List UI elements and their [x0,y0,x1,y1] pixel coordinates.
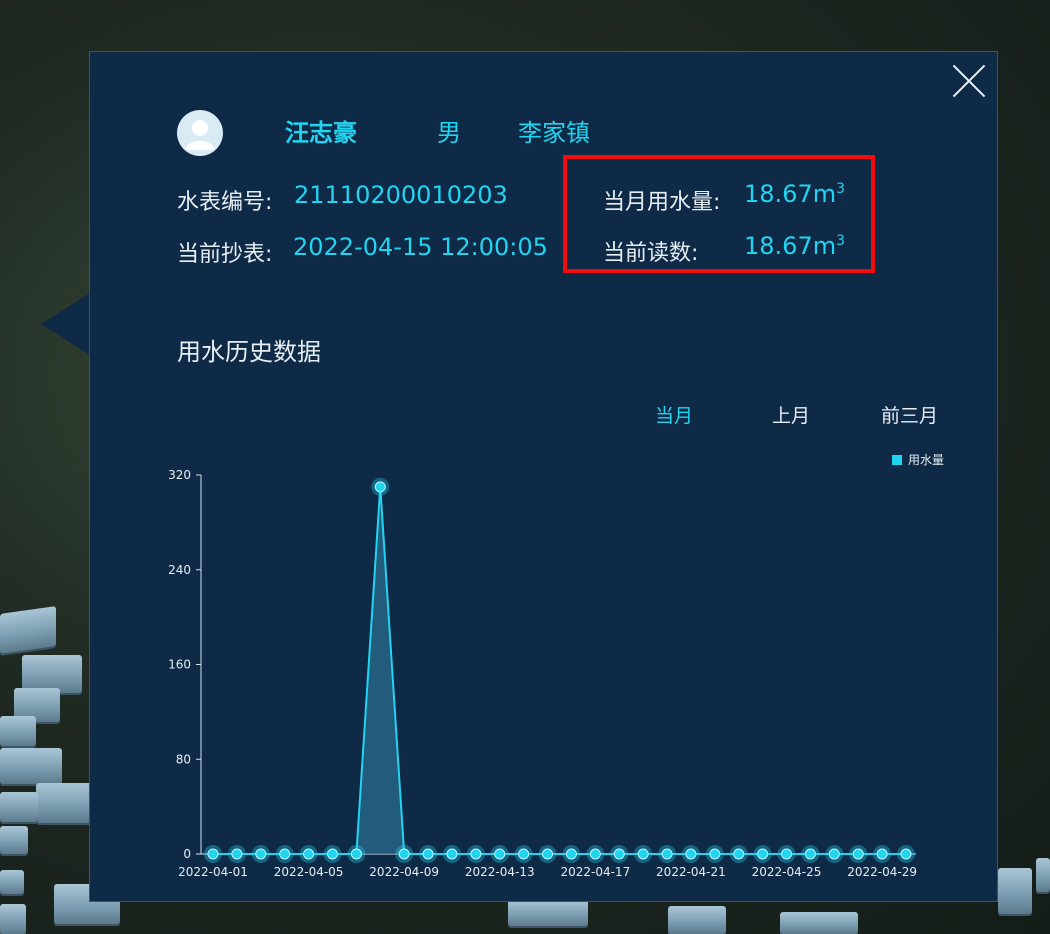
meter-id-label: 水表编号: [177,190,273,215]
building-block [668,906,726,934]
building-block [0,904,26,934]
building-block [1036,858,1050,892]
avatar [177,110,223,156]
building-block [780,912,858,934]
building-block [0,716,36,746]
chart-legend: 用水量 [892,451,944,468]
building-block [0,748,62,784]
user-icon [185,120,215,150]
building-block [0,792,38,822]
building-block [22,655,82,693]
building-block [0,826,28,854]
current-reading-label: 当前读数: [603,241,699,266]
month-usage-value: 18.67m3 [744,180,846,208]
tab-last-three-months[interactable]: 前三月 [881,405,939,427]
user-gender: 男 [437,119,461,147]
legend-swatch [892,454,902,465]
user-town: 李家镇 [518,119,590,147]
read-time-label: 当前抄表: [177,242,273,267]
building-block [508,900,588,926]
highlight-box [563,155,875,273]
popup-pointer [41,293,90,355]
user-name: 汪志豪 [285,119,357,147]
building-block [0,606,56,654]
read-time-value: 2022-04-15 12:00:05 [293,233,548,261]
close-button[interactable] [951,63,987,99]
building-block [998,868,1032,914]
month-usage-label: 当月用水量: [603,190,721,215]
building-block [36,783,92,823]
building-block [0,870,24,894]
legend-label: 用水量 [908,453,945,467]
tab-last-month[interactable]: 上月 [772,405,811,427]
tab-current-month[interactable]: 当月 [655,405,694,427]
history-title: 用水历史数据 [177,338,321,366]
meter-id-value: 21110200010203 [294,181,508,209]
current-reading-value: 18.67m3 [744,232,846,260]
